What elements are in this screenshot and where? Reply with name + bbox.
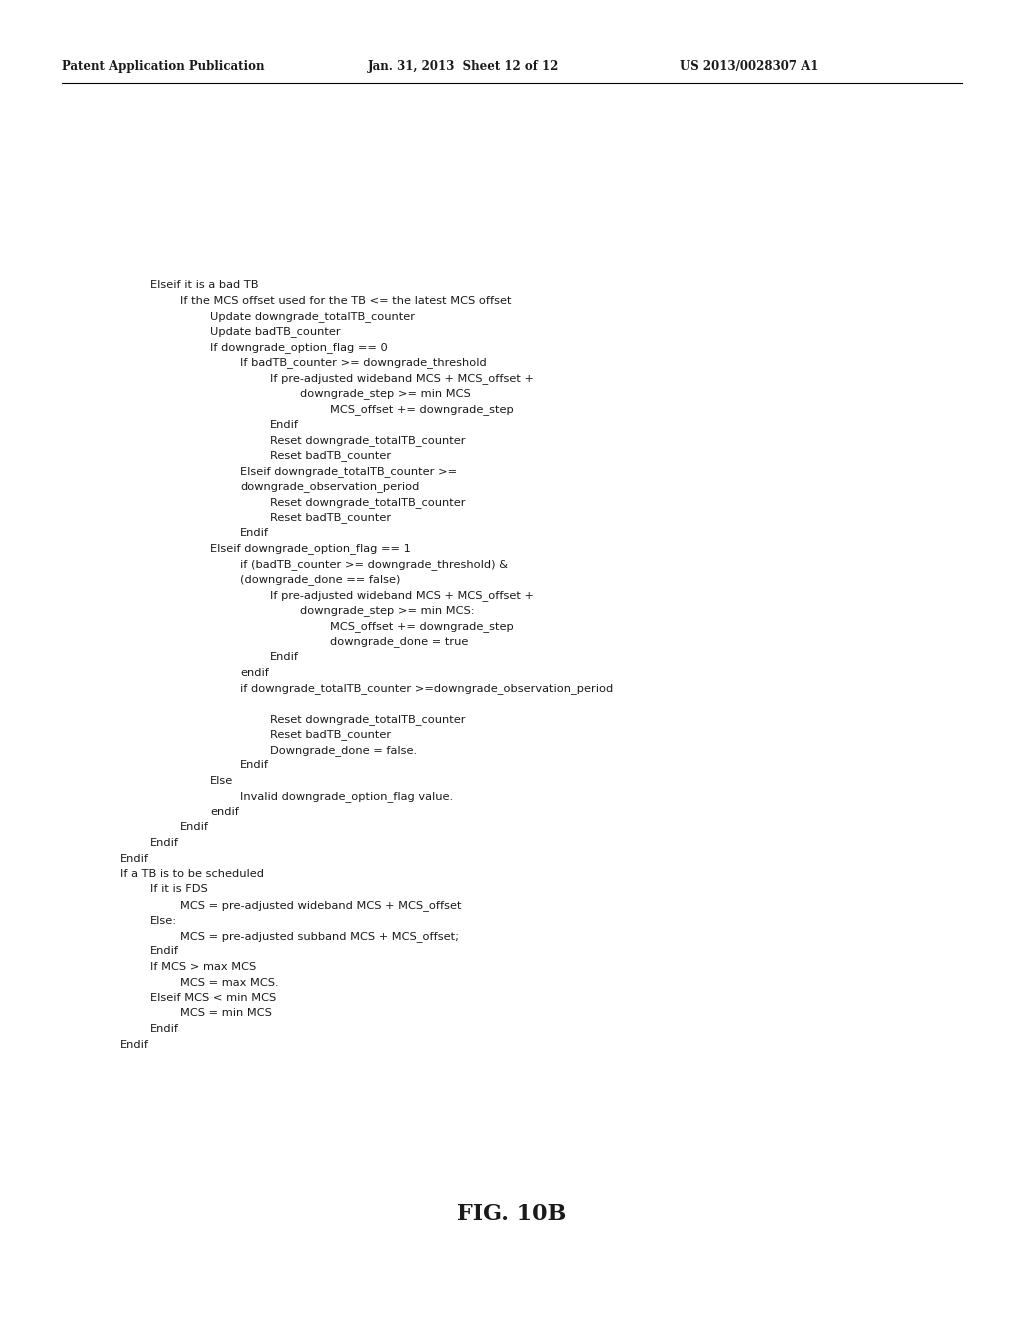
Text: endif: endif [240, 668, 269, 677]
Text: Reset badTB_counter: Reset badTB_counter [270, 512, 391, 524]
Text: MCS = pre-adjusted subband MCS + MCS_offset;: MCS = pre-adjusted subband MCS + MCS_off… [180, 931, 459, 942]
Text: Endif: Endif [150, 838, 179, 847]
Text: MCS = pre-adjusted wideband MCS + MCS_offset: MCS = pre-adjusted wideband MCS + MCS_of… [180, 900, 462, 911]
Text: Elseif downgrade_option_flag == 1: Elseif downgrade_option_flag == 1 [210, 544, 411, 554]
Text: downgrade_done = true: downgrade_done = true [330, 636, 468, 647]
Text: Elseif MCS < min MCS: Elseif MCS < min MCS [150, 993, 276, 1003]
Text: Endif: Endif [120, 1040, 150, 1049]
Text: MCS = max MCS.: MCS = max MCS. [180, 978, 279, 987]
Text: Endif: Endif [240, 528, 269, 539]
Text: downgrade_step >= min MCS:: downgrade_step >= min MCS: [300, 606, 475, 616]
Text: endif: endif [210, 807, 239, 817]
Text: downgrade_observation_period: downgrade_observation_period [240, 482, 420, 492]
Text: MCS = min MCS: MCS = min MCS [180, 1008, 272, 1019]
Text: if downgrade_totalTB_counter >=downgrade_observation_period: if downgrade_totalTB_counter >=downgrade… [240, 682, 613, 694]
Text: Reset badTB_counter: Reset badTB_counter [270, 450, 391, 462]
Text: Reset badTB_counter: Reset badTB_counter [270, 730, 391, 741]
Text: Endif: Endif [150, 1024, 179, 1034]
Text: Endif: Endif [270, 420, 299, 429]
Text: MCS_offset += downgrade_step: MCS_offset += downgrade_step [330, 404, 514, 414]
Text: downgrade_step >= min MCS: downgrade_step >= min MCS [300, 388, 471, 400]
Text: Update downgrade_totalTB_counter: Update downgrade_totalTB_counter [210, 312, 415, 322]
Text: Endif: Endif [120, 854, 150, 863]
Text: If the MCS offset used for the TB <= the latest MCS offset: If the MCS offset used for the TB <= the… [180, 296, 512, 305]
Text: Reset downgrade_totalTB_counter: Reset downgrade_totalTB_counter [270, 498, 466, 508]
Text: If it is FDS: If it is FDS [150, 884, 208, 895]
Text: Else: Else [210, 776, 233, 785]
Text: MCS_offset += downgrade_step: MCS_offset += downgrade_step [330, 620, 514, 632]
Text: Invalid downgrade_option_flag value.: Invalid downgrade_option_flag value. [240, 792, 454, 803]
Text: (downgrade_done == false): (downgrade_done == false) [240, 574, 400, 585]
Text: If a TB is to be scheduled: If a TB is to be scheduled [120, 869, 264, 879]
Text: Elseif downgrade_totalTB_counter >=: Elseif downgrade_totalTB_counter >= [240, 466, 457, 477]
Text: Endif: Endif [240, 760, 269, 771]
Text: Reset downgrade_totalTB_counter: Reset downgrade_totalTB_counter [270, 714, 466, 725]
Text: Endif: Endif [180, 822, 209, 833]
Text: If pre-adjusted wideband MCS + MCS_offset +: If pre-adjusted wideband MCS + MCS_offse… [270, 590, 534, 601]
Text: If downgrade_option_flag == 0: If downgrade_option_flag == 0 [210, 342, 388, 352]
Text: If pre-adjusted wideband MCS + MCS_offset +: If pre-adjusted wideband MCS + MCS_offse… [270, 374, 534, 384]
Text: Endif: Endif [270, 652, 299, 663]
Text: Elseif it is a bad TB: Elseif it is a bad TB [150, 280, 258, 290]
Text: Else:: Else: [150, 916, 177, 925]
Text: Jan. 31, 2013  Sheet 12 of 12: Jan. 31, 2013 Sheet 12 of 12 [368, 59, 559, 73]
Text: Patent Application Publication: Patent Application Publication [62, 59, 264, 73]
Text: if (badTB_counter >= downgrade_threshold) &: if (badTB_counter >= downgrade_threshold… [240, 558, 508, 570]
Text: FIG. 10B: FIG. 10B [458, 1203, 566, 1225]
Text: Endif: Endif [150, 946, 179, 957]
Text: US 2013/0028307 A1: US 2013/0028307 A1 [680, 59, 818, 73]
Text: Update badTB_counter: Update badTB_counter [210, 326, 341, 338]
Text: Downgrade_done = false.: Downgrade_done = false. [270, 744, 417, 756]
Text: If badTB_counter >= downgrade_threshold: If badTB_counter >= downgrade_threshold [240, 358, 486, 368]
Text: Reset downgrade_totalTB_counter: Reset downgrade_totalTB_counter [270, 436, 466, 446]
Text: If MCS > max MCS: If MCS > max MCS [150, 962, 256, 972]
